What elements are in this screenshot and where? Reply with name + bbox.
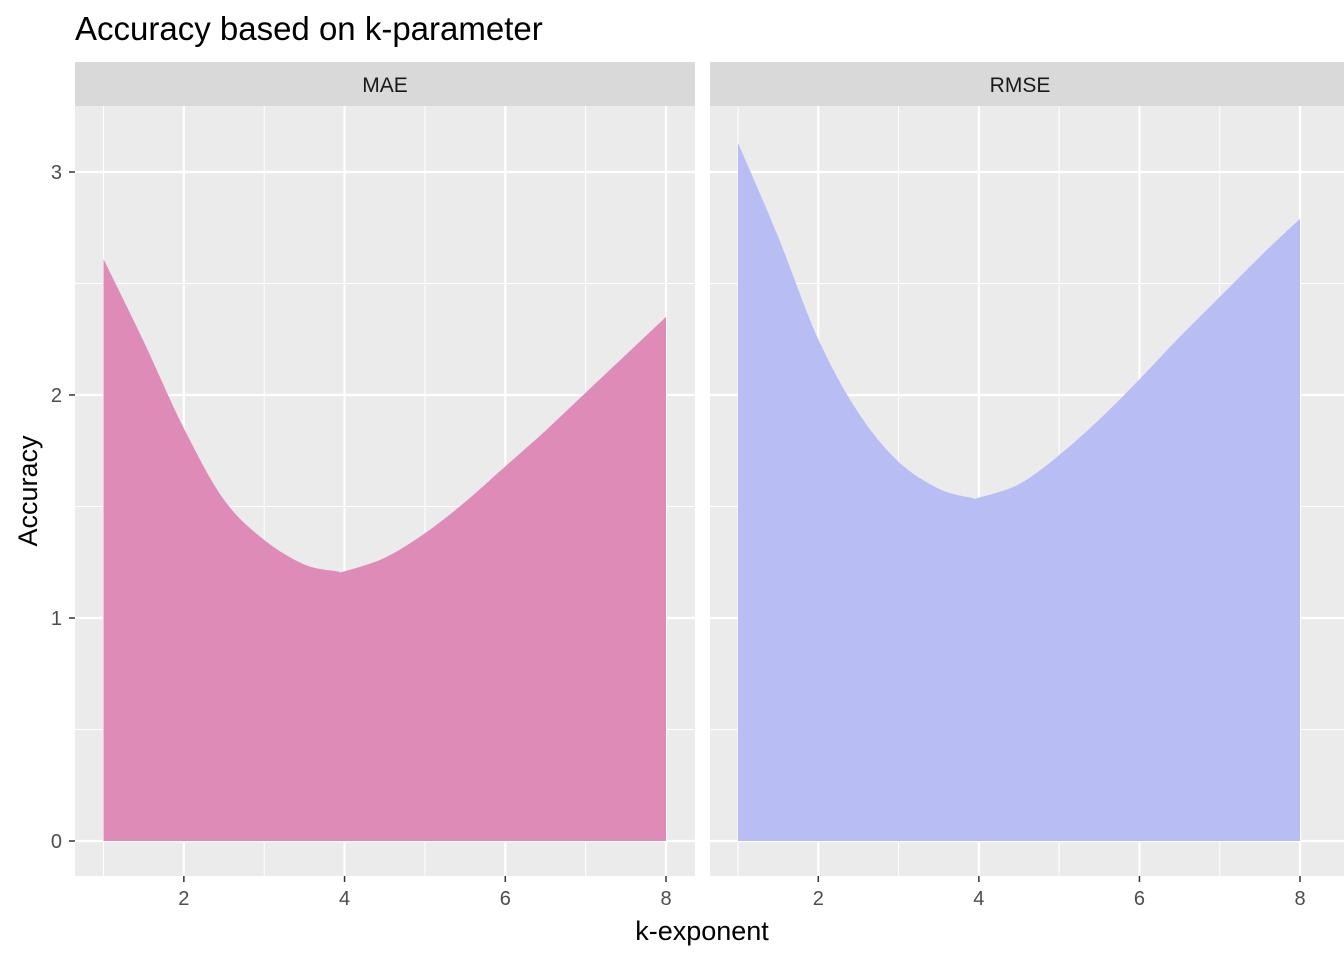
x-axis-title: k-exponent xyxy=(635,916,769,946)
x-tick-label-mae: 8 xyxy=(660,888,671,910)
chart-title: Accuracy based on k-parameter xyxy=(75,10,543,47)
x-tick-label-rmse: 6 xyxy=(1134,888,1145,910)
facet-rmse: RMSE 2 4 6 8 xyxy=(710,62,1344,910)
x-axis-rmse: 2 4 6 8 xyxy=(813,876,1306,910)
facet-strip-label-rmse: RMSE xyxy=(990,74,1051,97)
area-series-rmse xyxy=(738,143,1300,841)
y-tick-label: 1 xyxy=(51,608,62,630)
y-tick-label: 3 xyxy=(51,162,62,184)
x-tick-label-mae: 6 xyxy=(500,888,511,910)
y-tick-label: 0 xyxy=(51,831,62,853)
facet-mae: MAE 2 4 6 8 xyxy=(75,62,695,910)
facet-strip-label-mae: MAE xyxy=(362,74,408,97)
x-tick-label-rmse: 2 xyxy=(813,888,824,910)
x-tick-label-mae: 4 xyxy=(339,888,350,910)
y-axis-title: Accuracy xyxy=(13,435,43,547)
facet-strip-mae xyxy=(75,62,695,106)
y-axis: 0 1 2 3 xyxy=(51,162,75,853)
x-tick-label-rmse: 8 xyxy=(1294,888,1305,910)
x-tick-label-mae: 2 xyxy=(178,888,189,910)
facet-strip-rmse xyxy=(710,62,1344,106)
x-axis-mae: 2 4 6 8 xyxy=(178,876,672,910)
x-tick-label-rmse: 4 xyxy=(973,888,984,910)
area-series-mae xyxy=(103,259,666,841)
y-tick-label: 2 xyxy=(51,385,62,407)
